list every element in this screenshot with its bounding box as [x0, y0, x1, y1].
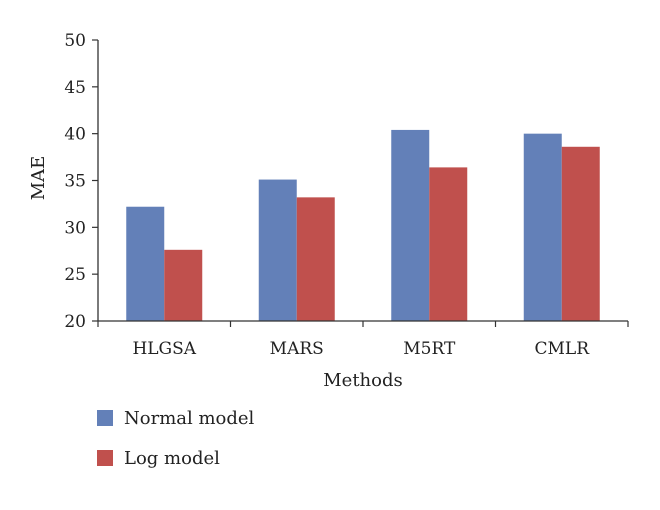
bar-mars-log-model — [296, 197, 335, 321]
y-tick-label: 35 — [64, 172, 86, 192]
x-tick-label-cmlr: CMLR — [534, 339, 590, 359]
bar-hlgsa-log-model — [164, 249, 203, 321]
bar-m5rt-log-model — [429, 167, 468, 321]
x-tick-label-hlgsa: HLGSA — [132, 339, 196, 359]
y-tick-label: 40 — [64, 125, 86, 145]
legend-swatch-normal-model — [97, 410, 113, 426]
x-tick-label-mars: MARS — [270, 339, 324, 359]
y-tick-label: 30 — [64, 218, 86, 238]
y-tick-label: 25 — [64, 265, 86, 285]
x-tick-label-m5rt: M5RT — [403, 339, 456, 359]
x-axis-title: Methods — [323, 370, 403, 391]
legend: Normal model Log model — [97, 408, 255, 469]
y-tick-label: 20 — [64, 312, 86, 332]
bar-m5rt-normal-model — [391, 129, 430, 321]
legend-label-normal-model: Normal model — [124, 408, 255, 429]
bar-cmlr-normal-model — [523, 133, 562, 321]
axes-group: 20 25 30 35 40 45 50 HLGSA MARS M5RT CMLR — [64, 31, 629, 359]
y-axis-title: MAE — [28, 156, 49, 201]
y-tick-label: 45 — [64, 78, 86, 98]
bar-cmlr-log-model — [561, 146, 600, 321]
y-tick-label: 50 — [64, 31, 86, 51]
bars-group — [126, 129, 600, 321]
legend-swatch-log-model — [97, 450, 113, 466]
bar-hlgsa-normal-model — [126, 206, 165, 321]
bar-mars-normal-model — [258, 179, 297, 321]
legend-label-log-model: Log model — [124, 448, 220, 469]
